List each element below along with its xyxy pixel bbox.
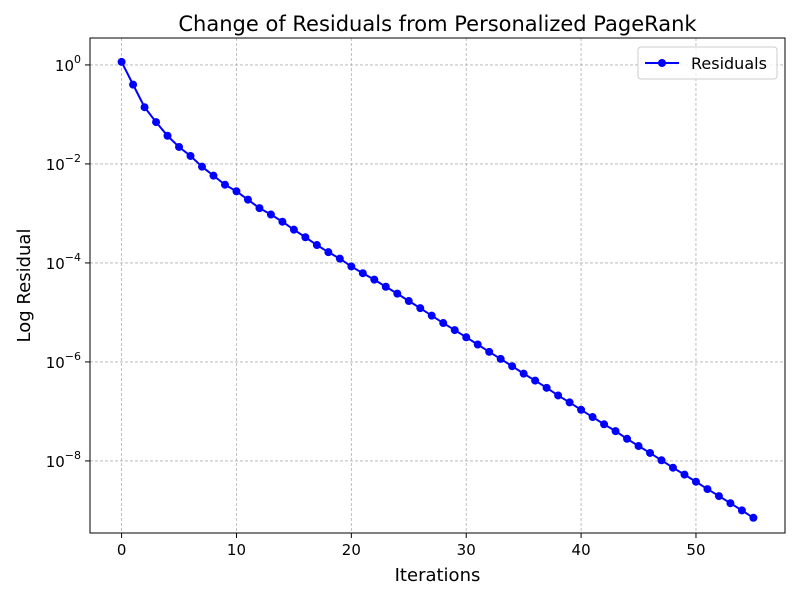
- data-point: [565, 398, 574, 407]
- legend: Residuals: [637, 46, 778, 80]
- x-tick-label: 0: [117, 541, 127, 559]
- plot-area-frame: [89, 37, 786, 534]
- y-tick-label: 10−2: [46, 152, 81, 174]
- data-point: [175, 142, 184, 151]
- data-point: [473, 340, 482, 349]
- x-tick-label: 30: [457, 541, 476, 559]
- data-point: [542, 383, 551, 392]
- x-axis-label: Iterations: [395, 565, 481, 586]
- data-point: [289, 225, 298, 234]
- data-point: [611, 427, 620, 436]
- data-point: [646, 448, 655, 457]
- data-point: [255, 204, 264, 213]
- data-point: [519, 369, 528, 378]
- data-point: [634, 442, 643, 451]
- data-point: [714, 492, 723, 501]
- data-point: [668, 463, 677, 472]
- chart-title: Change of Residuals from Personalized Pa…: [178, 12, 697, 36]
- data-point: [163, 131, 172, 140]
- data-point: [209, 171, 218, 180]
- data-point: [416, 304, 425, 313]
- data-point: [496, 354, 505, 363]
- data-point: [427, 311, 436, 320]
- series-group: [117, 57, 758, 522]
- data-point: [623, 434, 632, 443]
- data-point: [220, 180, 229, 189]
- data-point: [140, 103, 149, 112]
- data-point: [600, 420, 609, 429]
- data-point: [462, 333, 471, 342]
- data-point: [450, 326, 459, 335]
- data-point: [404, 297, 413, 306]
- data-point: [117, 57, 126, 66]
- series-line: [120, 61, 754, 519]
- data-point: [439, 319, 448, 328]
- data-point: [324, 248, 333, 257]
- data-point: [508, 362, 517, 371]
- x-tick-label: 20: [342, 541, 361, 559]
- data-point: [749, 513, 758, 522]
- x-tick-label: 40: [572, 541, 591, 559]
- data-point: [232, 187, 241, 196]
- data-point: [485, 347, 494, 356]
- legend-series-label: Residuals: [691, 54, 767, 73]
- data-point: [301, 233, 310, 242]
- data-point: [657, 456, 666, 465]
- x-tick-label: 10: [227, 541, 246, 559]
- data-point: [243, 195, 252, 204]
- data-point: [381, 282, 390, 291]
- y-axis-label: Log Residual: [14, 229, 35, 343]
- data-point: [680, 470, 689, 479]
- data-point: [347, 262, 356, 271]
- data-point: [691, 477, 700, 486]
- y-tick-label: 10−6: [46, 350, 81, 372]
- data-point: [152, 118, 161, 127]
- data-point: [393, 289, 402, 298]
- data-point: [198, 162, 207, 171]
- data-point: [737, 506, 746, 515]
- data-point: [554, 391, 563, 400]
- data-point: [370, 275, 379, 284]
- data-point: [358, 269, 367, 278]
- data-point: [577, 405, 586, 414]
- data-point: [588, 413, 597, 422]
- data-point: [531, 376, 540, 385]
- data-point: [703, 485, 712, 494]
- data-point: [129, 80, 138, 89]
- legend-series-marker: [658, 59, 666, 67]
- y-tick-label: 10−4: [46, 251, 81, 273]
- axis-ticks: 0 10 20 30 40 50 10−8 10−6 10−4 10−2 100: [46, 53, 706, 559]
- y-tick-label: 10−8: [46, 449, 81, 471]
- grid: [90, 38, 785, 533]
- legend-box: [637, 46, 778, 80]
- y-tick-label: 100: [55, 53, 81, 75]
- data-point: [335, 254, 344, 263]
- data-point: [726, 499, 735, 508]
- data-point: [312, 241, 321, 250]
- x-tick-label: 50: [686, 541, 705, 559]
- data-point: [278, 217, 287, 226]
- data-point: [266, 210, 275, 219]
- data-point: [186, 151, 195, 160]
